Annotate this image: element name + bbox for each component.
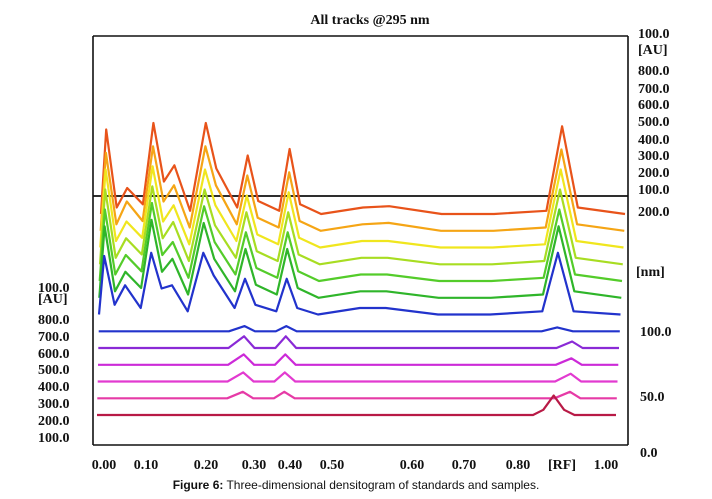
series-line-9 [98, 335, 619, 350]
right-au-tick-label: 100.0 [638, 27, 670, 42]
right-au-tick-label: 200.0 [638, 166, 670, 181]
series-line-12 [97, 390, 617, 400]
caption-label: Figure 6: [173, 478, 224, 492]
right-au-tick-label: 500.0 [638, 115, 670, 130]
x-tick-label: 0.50 [320, 458, 345, 473]
right-nm-axis: 200.0 [nm] 100.0 50.0 0.0 [636, 205, 672, 461]
left-au-tick-label: 700.0 [38, 330, 70, 345]
right-au-tick-label: 300.0 [638, 149, 670, 164]
figure-caption: Figure 6: Three-dimensional densitogram … [173, 478, 540, 492]
x-tick-label: 0.70 [452, 458, 477, 473]
right-au-tick-label: 600.0 [638, 98, 670, 113]
plot-frame [92, 35, 629, 446]
left-au-unit: [AU] [38, 292, 68, 307]
right-au-unit: [AU] [638, 43, 668, 58]
x-axis-label: [RF] [548, 458, 576, 473]
series-line-2 [99, 145, 625, 232]
series-line-8 [98, 325, 620, 333]
right-nm-tick-label: 50.0 [640, 390, 665, 405]
series-line-1 [99, 121, 626, 216]
series-line-13 [97, 394, 616, 417]
right-au-tick-label: 700.0 [638, 82, 670, 97]
left-au-tick-label: 400.0 [38, 380, 70, 395]
right-nm-unit: [nm] [636, 265, 665, 280]
caption-text: Three-dimensional densitogram of standar… [223, 478, 539, 492]
x-tick-label: 0.80 [506, 458, 531, 473]
series-line-4 [98, 185, 623, 266]
right-au-tick-label: 100.0 [638, 183, 670, 198]
x-axis: 0.00 0.10 0.20 0.30 0.40 0.50 0.60 0.70 0.80 1.00 [92, 458, 619, 473]
right-au-tick-label: 400.0 [638, 133, 670, 148]
x-tick-label: 0.00 [92, 458, 117, 473]
x-tick-label: 0.20 [194, 458, 219, 473]
series-line-5 [98, 201, 623, 283]
left-au-tick-label: 200.0 [38, 414, 70, 429]
x-tick-label: 0.10 [134, 458, 159, 473]
chart-title: All tracks @295 nm [310, 13, 430, 28]
series-line-11 [97, 371, 618, 383]
right-nm-tick-label: 100.0 [640, 325, 672, 340]
left-au-tick-label: 100.0 [38, 431, 70, 446]
left-au-tick-label: 300.0 [38, 397, 70, 412]
right-au-tick-label: 800.0 [638, 64, 670, 79]
left-au-tick-label: 600.0 [38, 347, 70, 362]
series-line-6 [98, 218, 622, 299]
right-nm-tick-label: 0.0 [640, 446, 658, 461]
x-tick-label: 0.40 [278, 458, 303, 473]
series-layer [97, 121, 626, 417]
left-au-tick-label: 500.0 [38, 363, 70, 378]
series-line-3 [99, 165, 624, 249]
series-line-7 [97, 251, 621, 316]
right-nm-top: 200.0 [638, 205, 670, 220]
left-au-tick-label: 800.0 [38, 313, 70, 328]
left-au-tick-label: 100.0 [38, 281, 70, 296]
x-tick-label: 0.60 [400, 458, 425, 473]
x-tick-label: 1.00 [594, 458, 619, 473]
x-tick-label: 0.30 [242, 458, 267, 473]
series-line-10 [98, 353, 619, 366]
